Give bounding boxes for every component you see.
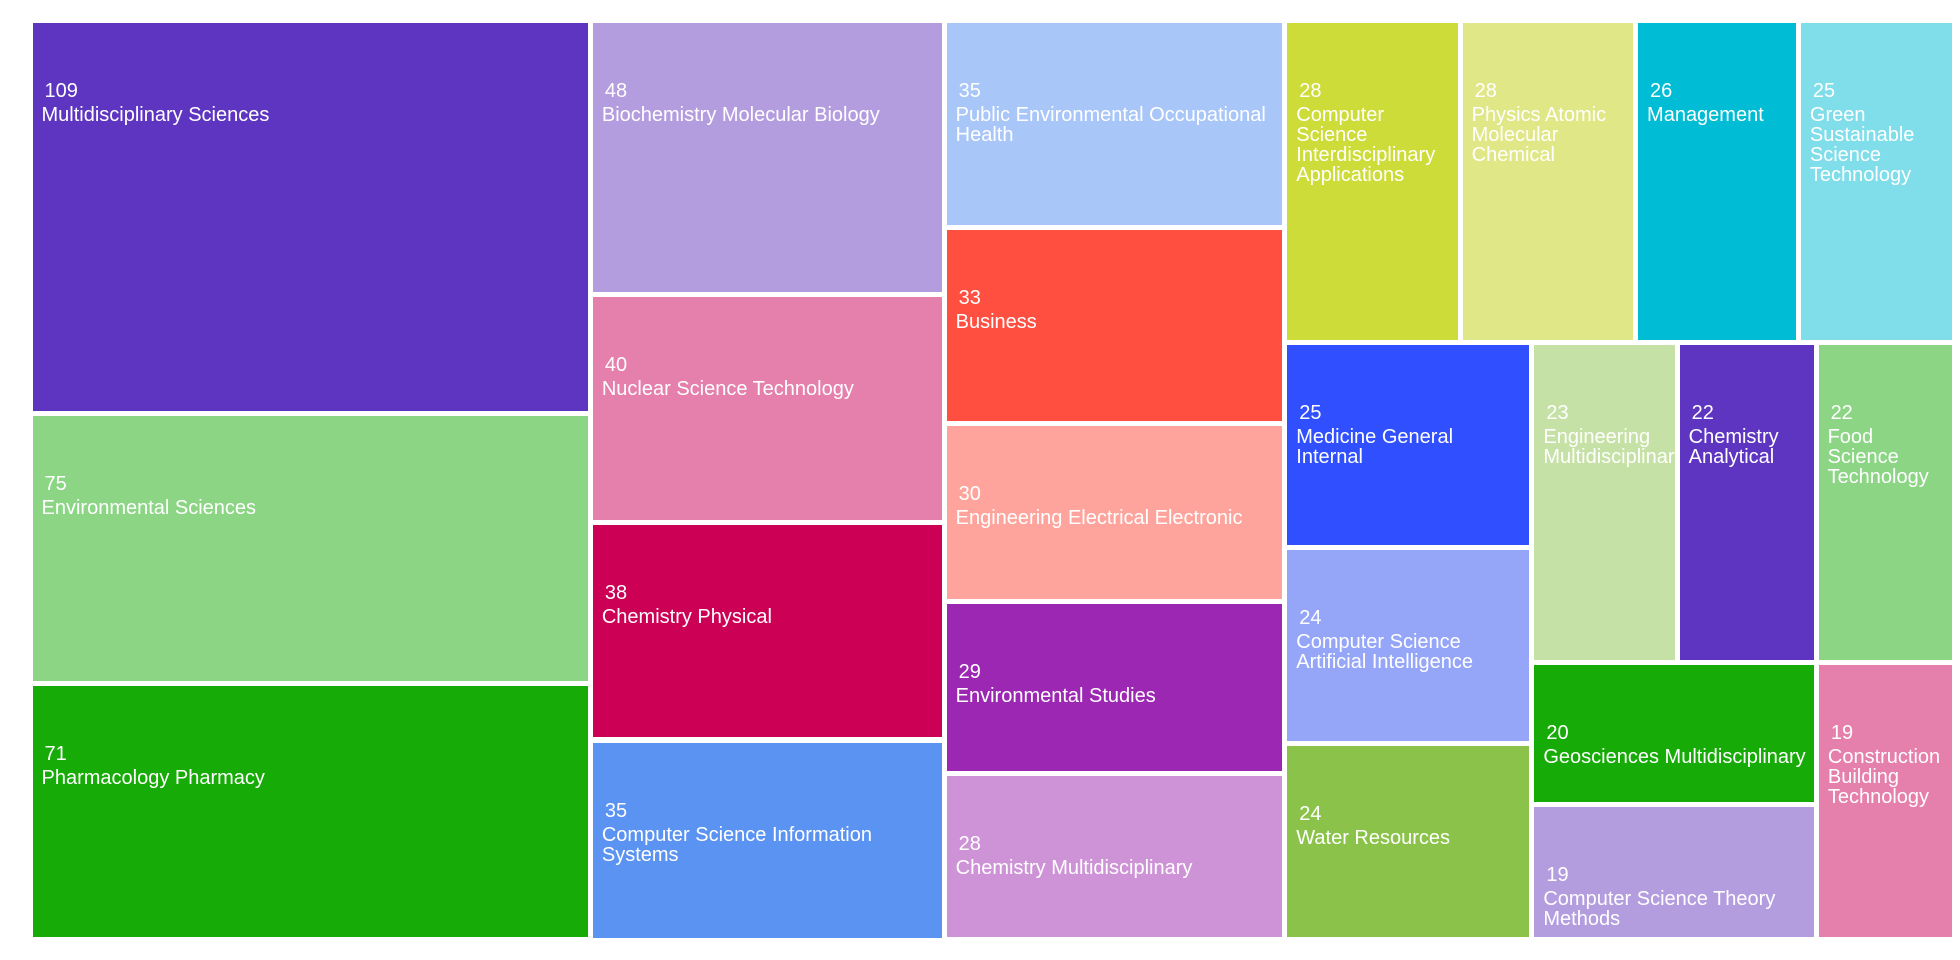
tile-value: 28: [1474, 79, 1497, 102]
treemap-tile: 28 Computer Science Interdisciplinary App…: [1287, 22, 1458, 341]
tile-label: Computer Science Information Systems: [601, 823, 872, 866]
tile-label: Chemistry Physical: [601, 606, 772, 629]
tile-label: Public Environmental Occupational Health: [955, 103, 1266, 146]
tile-value: 25: [1299, 402, 1322, 425]
treemap-tile: 33 Business: [946, 230, 1283, 422]
tile-value: 71: [44, 743, 67, 766]
tile-label: Physics Atomic Molecular Chemical: [1471, 103, 1607, 166]
tile-label: Chemistry Multidisciplinary: [955, 857, 1193, 880]
treemap-tile: 23 Engineering Multidisciplinary: [1534, 345, 1675, 661]
treemap-tile: 20 Geosciences Multidisciplinary: [1534, 665, 1814, 803]
treemap-tile: 24 Computer Science Artificial Intelligen…: [1287, 549, 1530, 742]
tile-label: Medicine General Internal: [1296, 426, 1454, 469]
tile-label: Engineering Electrical Electronic: [955, 507, 1243, 530]
tile-value: 22: [1691, 402, 1714, 425]
treemap-tile: 71 Pharmacology Pharmacy: [32, 686, 588, 938]
tile-label: Nuclear Science Technology: [601, 377, 854, 400]
treemap-tile: 25 Medicine General Internal: [1287, 345, 1530, 545]
tile-label: Business: [955, 311, 1037, 334]
treemap-tile: 22 Food Science Technology: [1818, 345, 1953, 661]
treemap-tile: 109 Multidisciplinary Sciences: [32, 22, 588, 411]
tile-label: Geosciences Multidisciplinary: [1543, 746, 1806, 769]
tile-value: 30: [958, 483, 981, 506]
tile-label: Biochemistry Molecular Biology: [601, 103, 880, 126]
tile-label: Computer Science Interdisciplinary Appli…: [1296, 103, 1436, 186]
treemap-tile: 30 Engineering Electrical Electronic: [946, 426, 1283, 600]
treemap-tile: 19 Construction Building Technology: [1818, 665, 1953, 938]
treemap-tile: 35 Computer Science Information Systems: [592, 742, 942, 938]
tile-value: 23: [1546, 402, 1569, 425]
tile-value: 22: [1830, 402, 1853, 425]
treemap-tile: 26 Management: [1638, 22, 1796, 341]
tile-value: 109: [44, 79, 78, 102]
tile-value: 48: [604, 79, 628, 102]
tile-label: Computer Science Artificial Intelligence: [1296, 630, 1474, 673]
treemap-tile: 22 Chemistry Analytical: [1679, 345, 1814, 661]
tile-value: 38: [604, 582, 628, 605]
tile-value: 26: [1650, 79, 1673, 102]
tile-label: Pharmacology Pharmacy: [41, 767, 265, 790]
treemap-tile: 75 Environmental Sciences: [32, 415, 588, 682]
treemap-tile: 29 Environmental Studies: [946, 604, 1283, 772]
tile-value: 75: [44, 472, 67, 495]
tile-value: 24: [1299, 803, 1322, 826]
treemap-tile: 19 Computer Science Theory Methods: [1534, 807, 1814, 938]
treemap-tile: 38 Chemistry Physical: [592, 525, 942, 738]
treemap-tile: 40 Nuclear Science Technology: [592, 296, 942, 521]
tile-label: Chemistry Analytical: [1688, 426, 1779, 469]
tile-value: 28: [958, 833, 981, 856]
tile-label: Multidisciplinary Sciences: [41, 103, 270, 126]
tile-label: Computer Science Theory Methods: [1543, 888, 1776, 931]
tile-label: Green Sustainable Science Technology: [1809, 103, 1915, 186]
tile-value: 19: [1830, 722, 1854, 745]
tile-value: 40: [604, 353, 628, 376]
treemap-tile: 25 Green Sustainable Science Technology: [1800, 22, 1953, 341]
tile-value: 24: [1299, 606, 1322, 629]
treemap-tile: 35 Public Environmental Occupational Heal…: [946, 22, 1283, 226]
tile-value: 35: [958, 79, 981, 102]
tile-label: Construction Building Technology: [1827, 746, 1941, 809]
tile-value: 19: [1546, 864, 1569, 887]
tile-label: Management: [1647, 103, 1764, 126]
tile-value: 33: [958, 287, 981, 310]
tile-label: Environmental Sciences: [41, 496, 257, 519]
treemap-tile: 28 Chemistry Multidisciplinary: [946, 776, 1283, 938]
tile-label: Engineering Multidisciplinary: [1543, 426, 1675, 469]
tile-label: Water Resources: [1296, 827, 1451, 850]
tile-value: 28: [1299, 79, 1322, 102]
treemap-tile: 24 Water Resources: [1287, 746, 1530, 938]
tile-label: Environmental Studies: [955, 685, 1156, 708]
treemap-tile: 28 Physics Atomic Molecular Chemical: [1462, 22, 1634, 341]
tile-value: 29: [958, 661, 981, 684]
tile-value: 25: [1812, 79, 1836, 102]
tile-value: 20: [1546, 722, 1569, 745]
treemap-tile: 48 Biochemistry Molecular Biology: [592, 22, 942, 292]
tile-value: 35: [604, 799, 628, 822]
tile-label: Food Science Technology: [1827, 426, 1929, 489]
